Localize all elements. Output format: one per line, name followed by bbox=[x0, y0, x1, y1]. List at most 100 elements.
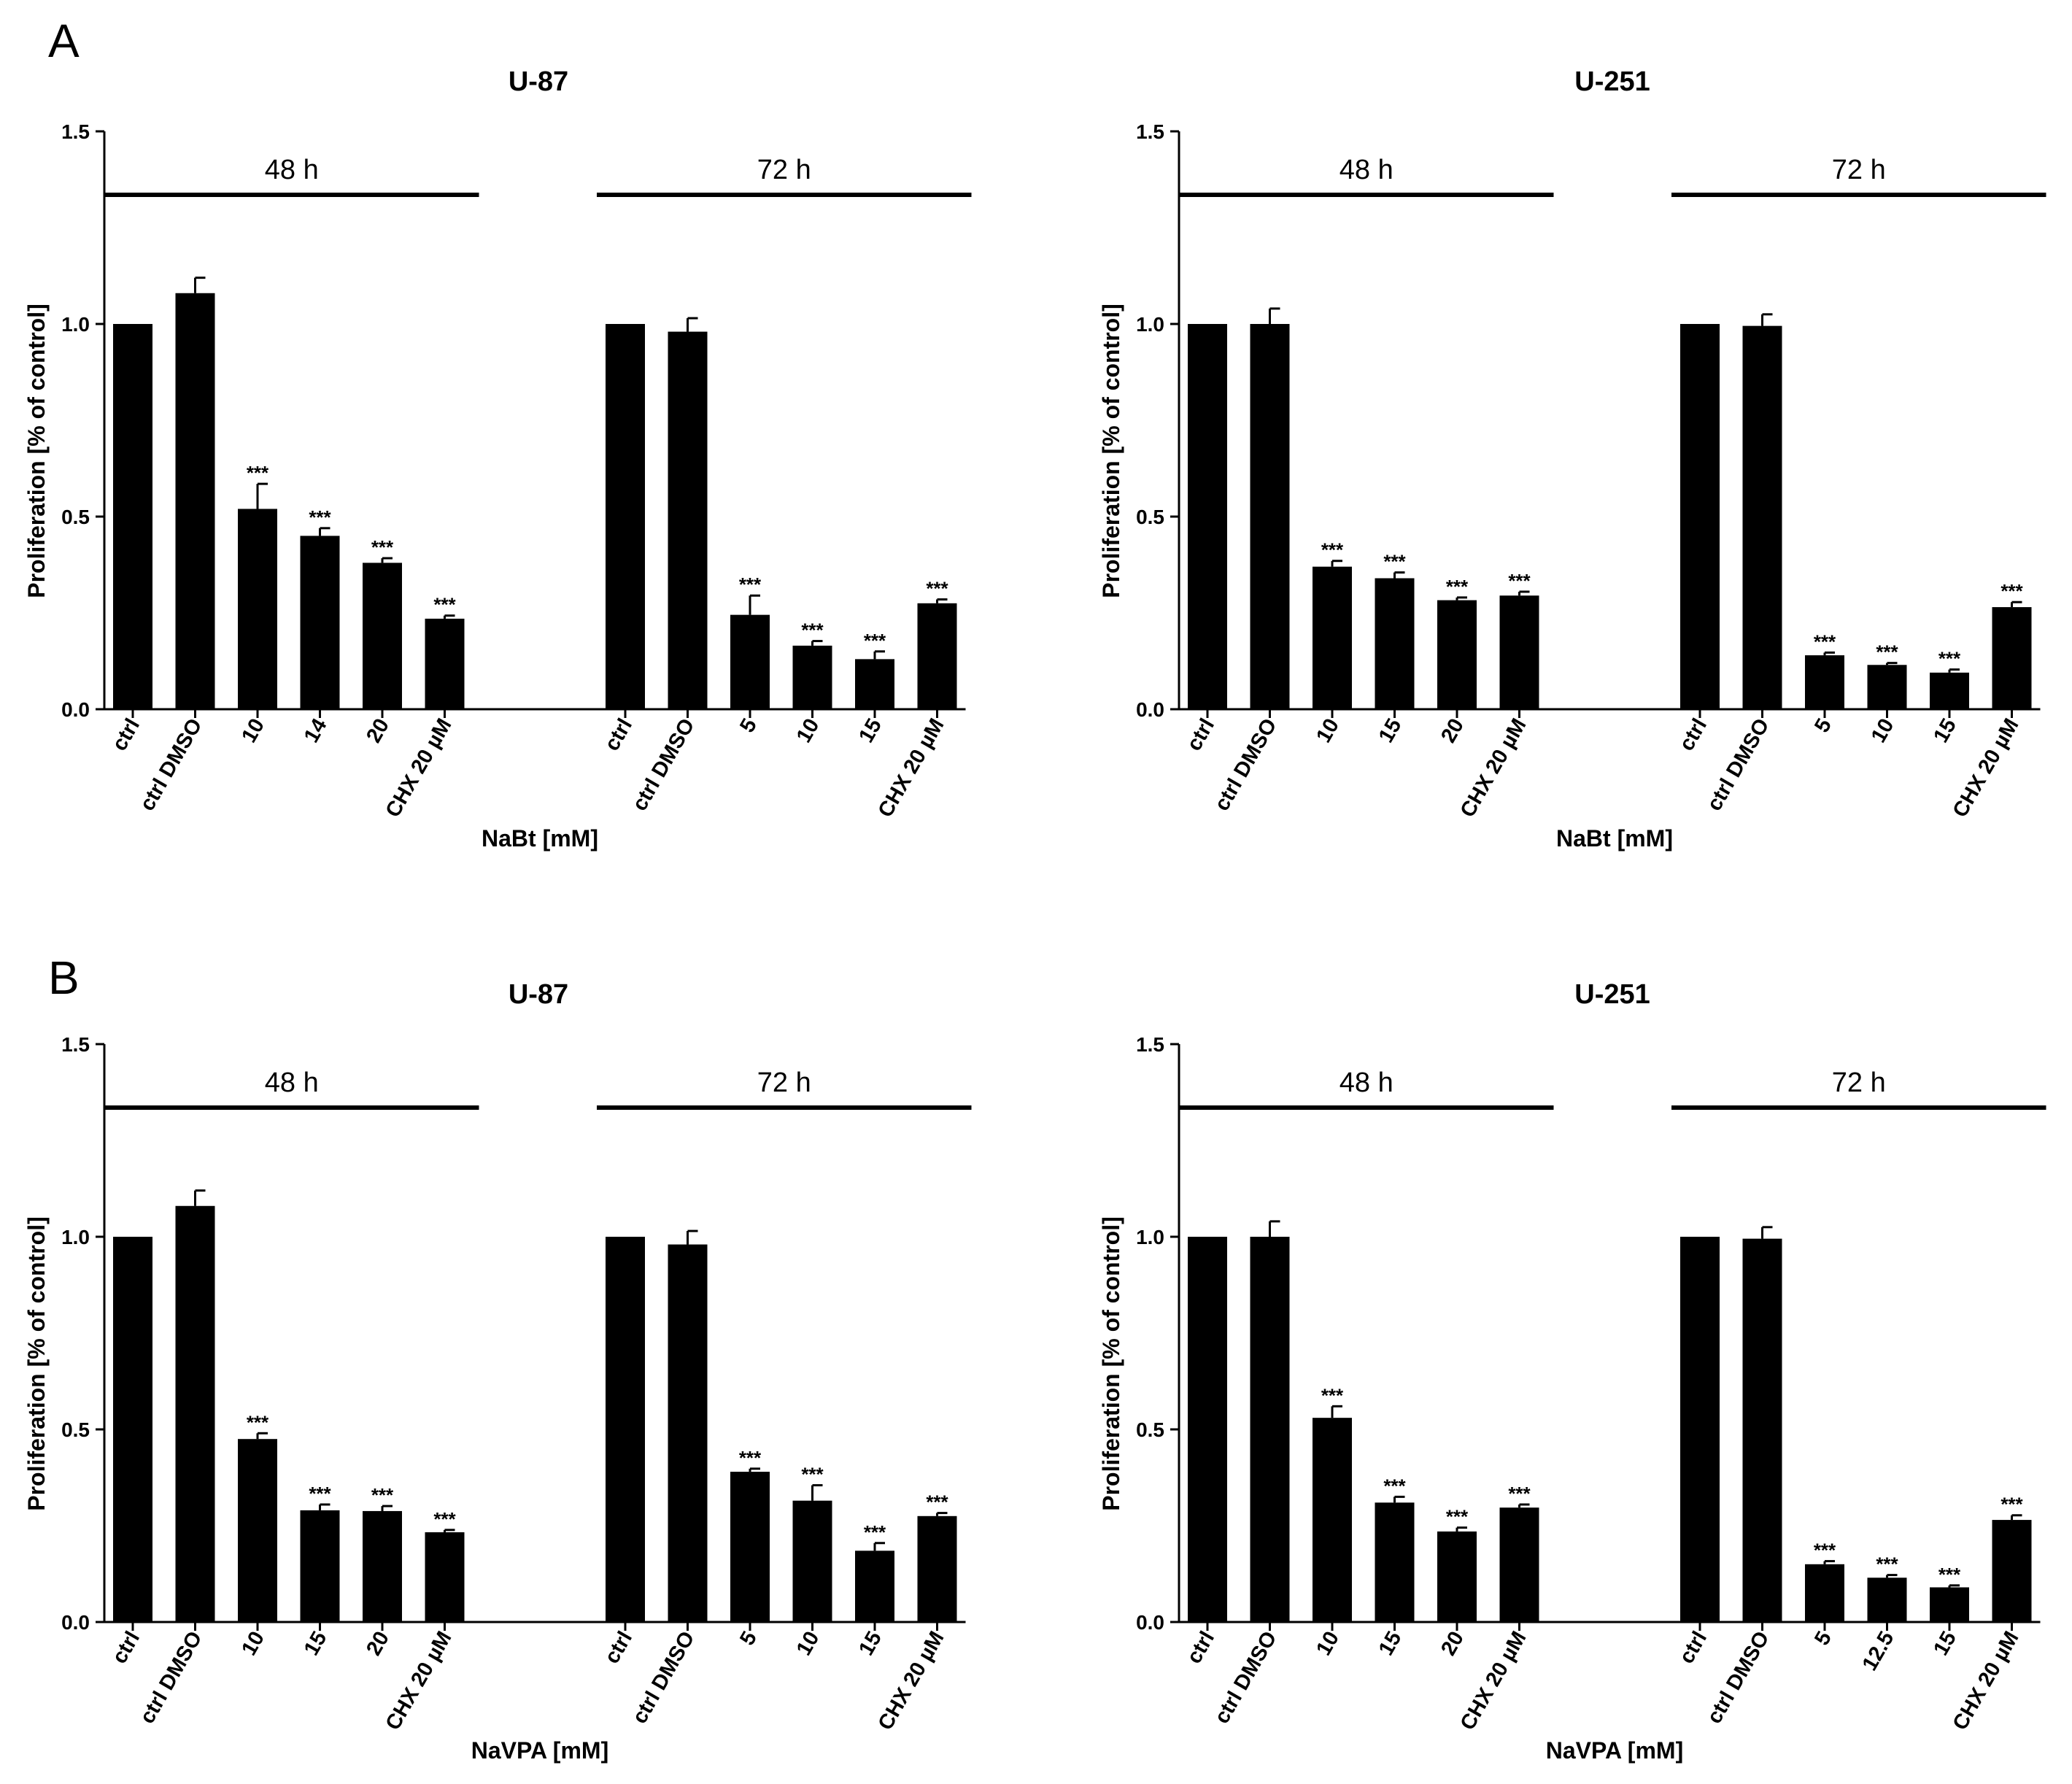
chart-4: U-251 0.0 0.5 1.0 1.5 Proliferation [% of con… bbox=[1098, 979, 2046, 1764]
y-axis-label: Proliferation [% of control] bbox=[1098, 304, 1124, 598]
chart-title: U-87 bbox=[509, 979, 568, 1010]
bar bbox=[175, 1205, 215, 1622]
significance-label: *** bbox=[1876, 641, 1898, 663]
significance-label: *** bbox=[739, 574, 762, 595]
category-label: 10 bbox=[237, 1628, 269, 1660]
significance-label: *** bbox=[739, 1447, 762, 1469]
significance-label: *** bbox=[1938, 648, 1961, 670]
bar bbox=[1375, 1502, 1415, 1622]
category-label: 10 bbox=[237, 715, 269, 747]
bar bbox=[1188, 1237, 1227, 1622]
y-tick-label: 0.0 bbox=[61, 1611, 90, 1634]
bar bbox=[1437, 600, 1477, 709]
bar bbox=[855, 659, 894, 709]
category-label: CHX 20 µM bbox=[874, 1628, 949, 1734]
significance-label: *** bbox=[1508, 1483, 1531, 1505]
category-label: ctrl bbox=[108, 1628, 144, 1668]
panel-letter-b: B bbox=[48, 951, 80, 1004]
significance-label: *** bbox=[1446, 1506, 1469, 1528]
bar bbox=[1867, 665, 1907, 709]
bar bbox=[917, 603, 957, 709]
category-label: 10 bbox=[1312, 715, 1344, 747]
bar bbox=[1250, 1237, 1290, 1622]
category-label: 15 bbox=[300, 1628, 332, 1660]
category-label: 20 bbox=[1437, 715, 1469, 747]
y-tick-label: 0.0 bbox=[1136, 1611, 1164, 1634]
significance-label: *** bbox=[1938, 1564, 1961, 1586]
category-label: 15 bbox=[1929, 715, 1961, 747]
chart-2: U-251 0.0 0.5 1.0 1.5 Proliferation [% of con… bbox=[1098, 66, 2046, 852]
bar bbox=[300, 1510, 340, 1622]
bar bbox=[1930, 672, 1969, 709]
y-tick-label: 1.5 bbox=[1136, 120, 1164, 143]
bar bbox=[425, 1532, 465, 1622]
category-label: 20 bbox=[1437, 1628, 1469, 1660]
category-label: 5 bbox=[1810, 715, 1836, 737]
bar bbox=[792, 1500, 832, 1622]
group-label: 72 h bbox=[1832, 155, 1886, 185]
y-tick-label: 0.5 bbox=[1136, 506, 1164, 528]
charts-container: U-87 0.0 0.5 1.0 1.5 Proliferation [% of cont… bbox=[23, 66, 2046, 1764]
y-axis-label: Proliferation [% of control] bbox=[23, 304, 50, 598]
category-label: ctrl DMSO bbox=[1210, 715, 1282, 815]
significance-label: *** bbox=[801, 619, 824, 641]
category-label: ctrl DMSO bbox=[628, 715, 700, 815]
category-label: 15 bbox=[1375, 1628, 1407, 1660]
bar bbox=[792, 645, 832, 709]
y-tick-label: 1.5 bbox=[1136, 1033, 1164, 1056]
bar bbox=[1680, 1237, 1720, 1622]
category-label: 5 bbox=[735, 715, 762, 737]
category-label: ctrl bbox=[600, 715, 637, 755]
bar bbox=[606, 324, 645, 709]
bar bbox=[363, 1510, 402, 1622]
y-tick-label: 0.5 bbox=[61, 1418, 90, 1441]
x-axis-label: NaVPA [mM] bbox=[471, 1737, 608, 1764]
significance-label: *** bbox=[926, 1491, 948, 1513]
bar bbox=[730, 1472, 770, 1622]
bar bbox=[1742, 325, 1782, 709]
category-label: 15 bbox=[1929, 1628, 1961, 1660]
category-label: CHX 20 µM bbox=[1949, 1628, 2024, 1734]
bar bbox=[668, 1244, 708, 1622]
category-label: ctrl bbox=[1675, 715, 1712, 755]
group-label: 48 h bbox=[265, 155, 319, 185]
y-tick-label: 0.5 bbox=[61, 506, 90, 528]
significance-label: *** bbox=[371, 536, 394, 558]
category-label: ctrl bbox=[108, 715, 144, 755]
y-tick-label: 0.0 bbox=[61, 698, 90, 721]
category-label: 10 bbox=[1312, 1628, 1344, 1660]
significance-label: *** bbox=[801, 1464, 824, 1486]
bar bbox=[1313, 566, 1352, 709]
significance-label: *** bbox=[1814, 1540, 1836, 1561]
y-tick-label: 1.0 bbox=[61, 313, 90, 336]
bar bbox=[1313, 1418, 1352, 1622]
category-label: 20 bbox=[362, 715, 394, 747]
category-label: ctrl bbox=[600, 1628, 637, 1668]
bar bbox=[730, 614, 770, 709]
y-tick-label: 1.0 bbox=[61, 1226, 90, 1248]
significance-label: *** bbox=[433, 594, 456, 616]
significance-label: *** bbox=[247, 462, 269, 484]
bar bbox=[855, 1551, 894, 1622]
bar bbox=[1805, 1564, 1844, 1622]
category-label: CHX 20 µM bbox=[874, 715, 949, 822]
category-label: ctrl DMSO bbox=[1210, 1628, 1282, 1728]
category-label: 12.5 bbox=[1858, 1628, 1899, 1675]
significance-label: *** bbox=[1383, 551, 1406, 573]
category-label: 5 bbox=[735, 1628, 762, 1650]
category-label: 20 bbox=[362, 1628, 394, 1660]
group-label: 48 h bbox=[1340, 155, 1393, 185]
bar bbox=[300, 536, 340, 709]
significance-label: *** bbox=[1814, 630, 1836, 652]
significance-label: *** bbox=[1508, 570, 1531, 592]
y-tick-label: 1.0 bbox=[1136, 313, 1164, 336]
category-label: CHX 20 µM bbox=[382, 715, 457, 822]
category-label: ctrl DMSO bbox=[1703, 1628, 1774, 1728]
category-label: ctrl bbox=[1183, 715, 1219, 755]
panel-letter-a: A bbox=[48, 15, 80, 67]
